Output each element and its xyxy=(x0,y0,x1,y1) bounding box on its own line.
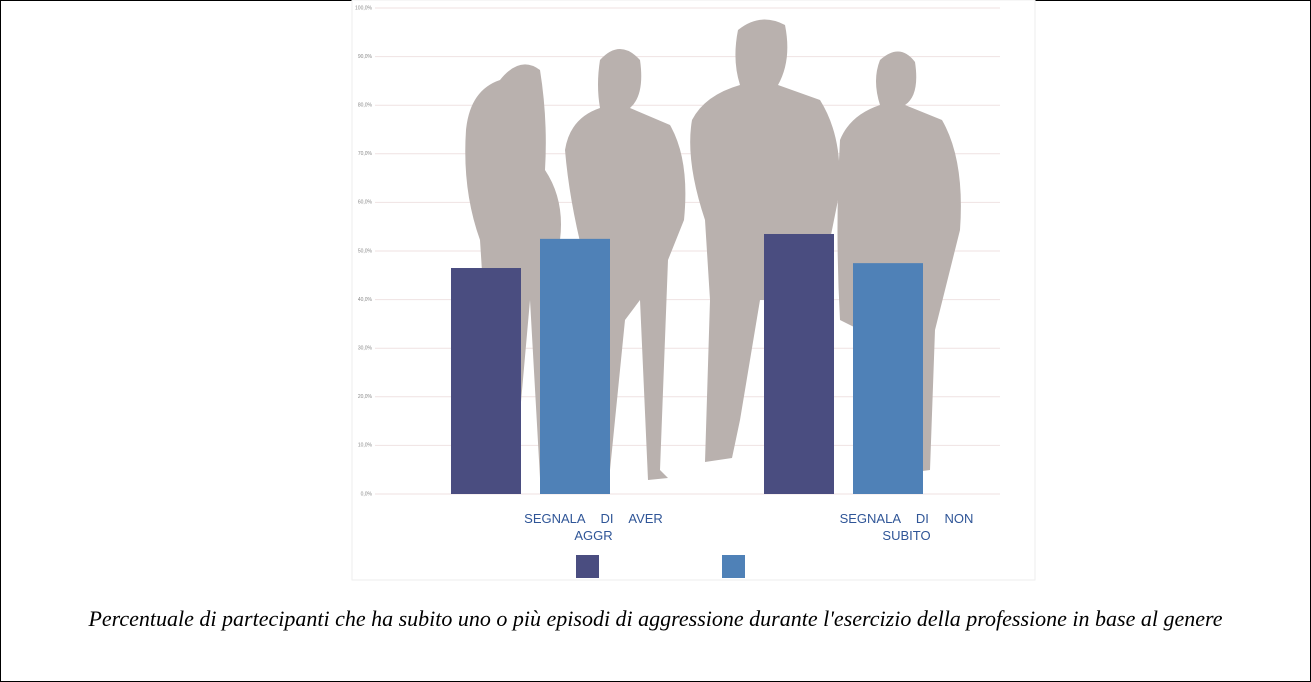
legend-swatch xyxy=(576,555,599,578)
y-tick-label: 100,0% xyxy=(355,5,373,11)
bar xyxy=(764,233,834,495)
bar xyxy=(451,268,521,494)
x-tick-label: SEGNALA DI NON SUBITO xyxy=(839,511,974,543)
y-tick-label: 50,0% xyxy=(358,248,373,254)
y-tick-label: 40,0% xyxy=(358,297,373,303)
caption: Percentuale di partecipanti che ha subit… xyxy=(88,606,1223,631)
y-tick-label: 60,0% xyxy=(358,200,373,206)
y-tick-label: 10,0% xyxy=(358,443,373,449)
x-tick-label: SEGNALA DI AVER AGGR xyxy=(524,511,663,543)
y-tick-label: 0,0% xyxy=(361,491,373,497)
legend-swatch xyxy=(722,555,745,578)
y-tick-label: 70,0% xyxy=(358,151,373,157)
y-tick-label: 80,0% xyxy=(358,103,373,109)
y-tick-label: 30,0% xyxy=(358,346,373,352)
bar xyxy=(540,238,610,494)
y-tick-label: 20,0% xyxy=(358,394,373,400)
bar xyxy=(853,263,923,494)
y-tick-label: 90,0% xyxy=(358,54,373,60)
